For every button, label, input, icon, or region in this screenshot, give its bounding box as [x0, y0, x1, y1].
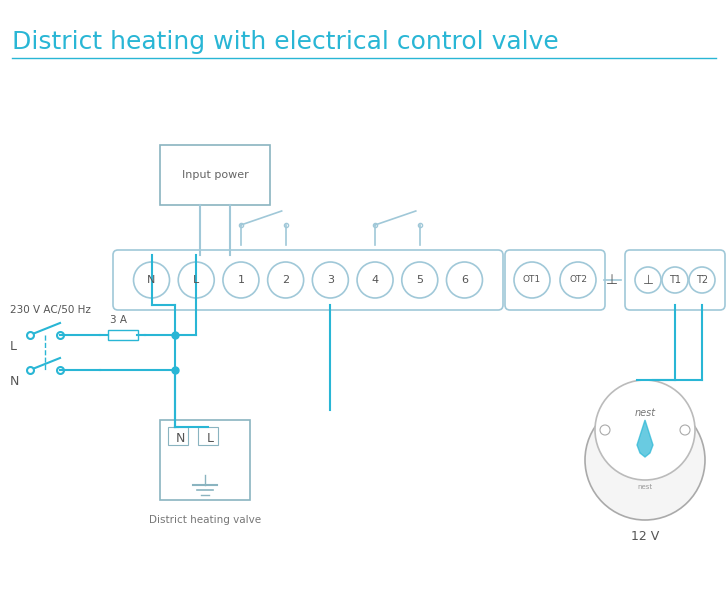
- Text: N: N: [175, 431, 185, 444]
- Text: 4: 4: [371, 275, 379, 285]
- Circle shape: [357, 262, 393, 298]
- Circle shape: [268, 262, 304, 298]
- FancyBboxPatch shape: [198, 427, 218, 445]
- Text: ⊥: ⊥: [643, 273, 654, 286]
- Circle shape: [223, 262, 259, 298]
- Circle shape: [514, 262, 550, 298]
- Text: 5: 5: [416, 275, 423, 285]
- Text: N: N: [10, 375, 20, 388]
- Circle shape: [680, 425, 690, 435]
- FancyBboxPatch shape: [505, 250, 605, 310]
- Circle shape: [178, 262, 214, 298]
- Text: T2: T2: [696, 275, 708, 285]
- Text: L: L: [10, 340, 17, 353]
- Text: 3 A: 3 A: [110, 315, 127, 325]
- Text: L: L: [193, 275, 199, 285]
- Circle shape: [133, 262, 170, 298]
- Circle shape: [446, 262, 483, 298]
- Circle shape: [662, 267, 688, 293]
- FancyBboxPatch shape: [168, 427, 188, 445]
- Text: 2: 2: [282, 275, 289, 285]
- Circle shape: [600, 425, 610, 435]
- Text: OT1: OT1: [523, 276, 541, 285]
- Circle shape: [560, 262, 596, 298]
- FancyBboxPatch shape: [625, 250, 725, 310]
- Text: nest: nest: [634, 408, 655, 418]
- Text: 3: 3: [327, 275, 334, 285]
- Text: L: L: [207, 431, 213, 444]
- Circle shape: [585, 400, 705, 520]
- FancyBboxPatch shape: [160, 145, 270, 205]
- Text: nest: nest: [638, 484, 652, 490]
- Text: Input power: Input power: [181, 170, 248, 180]
- Circle shape: [635, 267, 661, 293]
- Text: ⊥: ⊥: [606, 273, 618, 287]
- Text: 230 V AC/50 Hz: 230 V AC/50 Hz: [10, 305, 91, 315]
- FancyBboxPatch shape: [113, 250, 503, 310]
- Text: District heating with electrical control valve: District heating with electrical control…: [12, 30, 559, 54]
- FancyBboxPatch shape: [108, 330, 138, 340]
- Polygon shape: [637, 420, 653, 457]
- Text: 12 V: 12 V: [631, 530, 659, 543]
- Text: District heating valve: District heating valve: [149, 515, 261, 525]
- FancyBboxPatch shape: [160, 420, 250, 500]
- Circle shape: [689, 267, 715, 293]
- Text: 6: 6: [461, 275, 468, 285]
- Text: T1: T1: [669, 275, 681, 285]
- Text: 1: 1: [237, 275, 245, 285]
- Text: N: N: [147, 275, 156, 285]
- Circle shape: [595, 380, 695, 480]
- Text: OT2: OT2: [569, 276, 587, 285]
- Circle shape: [402, 262, 438, 298]
- Circle shape: [312, 262, 349, 298]
